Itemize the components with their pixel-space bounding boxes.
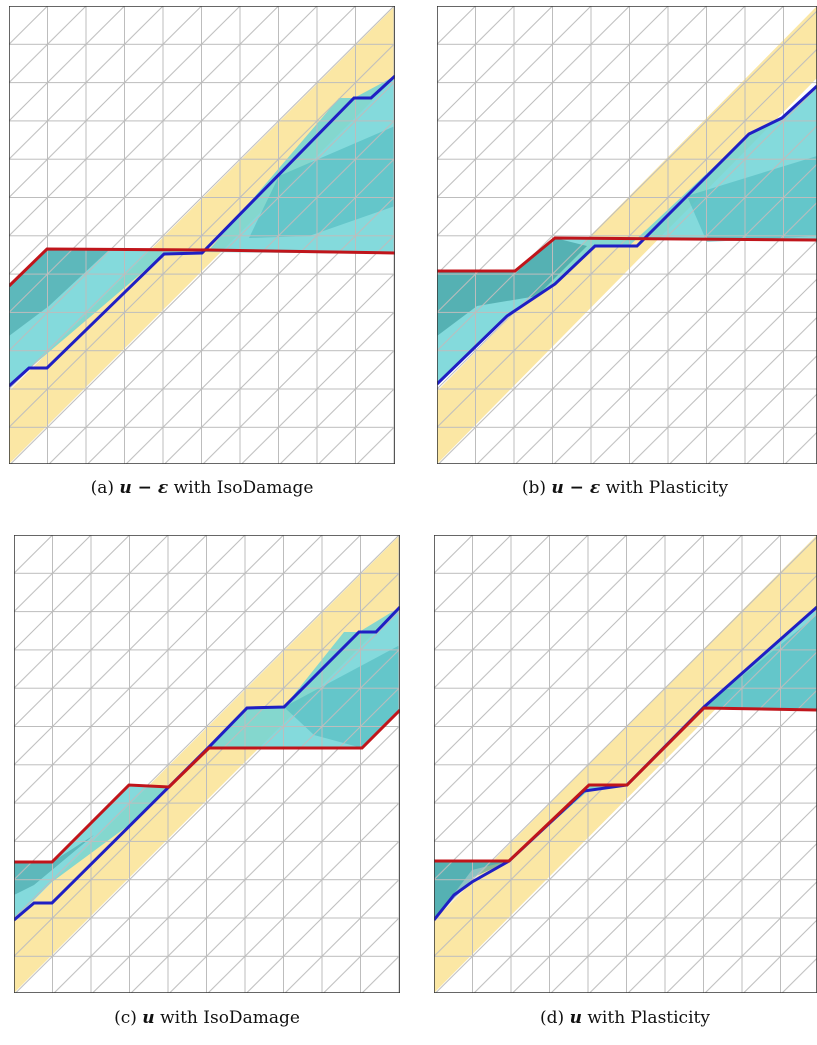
caption-a: (a) u − ε with IsoDamage xyxy=(91,478,314,498)
caption-d-model: with Plasticity xyxy=(587,1008,710,1028)
caption-b-model: with Plasticity xyxy=(605,478,729,498)
lower-crack-boundary xyxy=(9,247,395,288)
caption-c-label: (c) xyxy=(114,1008,137,1028)
caption-b-label: (b) xyxy=(521,478,546,498)
panel-c-figure xyxy=(14,535,400,993)
caption-a-label: (a) xyxy=(90,478,114,498)
panel-a xyxy=(9,6,395,464)
panel-a-figure xyxy=(9,6,395,464)
caption-b: (b) u − ε with Plasticity xyxy=(522,478,728,498)
caption-d: (d) u with Plasticity xyxy=(540,1008,710,1028)
caption-c-model: with IsoDamage xyxy=(160,1008,300,1028)
upper-crack-boundary xyxy=(9,74,395,388)
panel-b-figure xyxy=(437,6,817,464)
panel-d-figure xyxy=(434,535,817,993)
caption-d-formulation: u xyxy=(569,1008,582,1028)
caption-a-formulation: u − ε xyxy=(119,478,169,498)
lower-crack-boundary xyxy=(434,706,817,863)
caption-c-formulation: u xyxy=(142,1008,155,1028)
lower-crack-boundary xyxy=(437,236,817,273)
panel-c xyxy=(14,535,400,993)
caption-a-model: with IsoDamage xyxy=(173,478,314,498)
upper-crack-boundary xyxy=(14,605,400,922)
upper-crack-boundary xyxy=(437,84,817,386)
panel-b xyxy=(437,6,817,464)
caption-d-label: (d) xyxy=(540,1008,565,1028)
caption-b-formulation: u − ε xyxy=(551,478,601,498)
lower-crack-boundary xyxy=(14,708,400,864)
panel-d xyxy=(434,535,817,993)
caption-c: (c) u with IsoDamage xyxy=(114,1008,300,1028)
